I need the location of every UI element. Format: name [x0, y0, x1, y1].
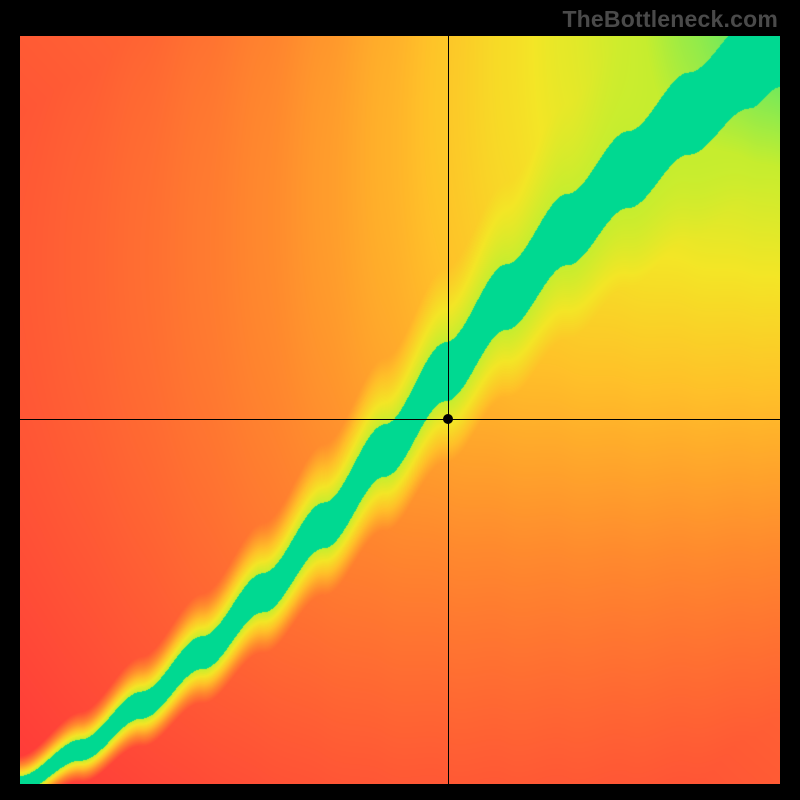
crosshair-horizontal: [20, 419, 780, 420]
bottleneck-heatmap: [20, 36, 780, 784]
crosshair-vertical: [448, 36, 449, 784]
crosshair-marker-dot: [443, 414, 453, 424]
heatmap-canvas: [20, 36, 780, 784]
watermark-text: TheBottleneck.com: [562, 6, 778, 33]
